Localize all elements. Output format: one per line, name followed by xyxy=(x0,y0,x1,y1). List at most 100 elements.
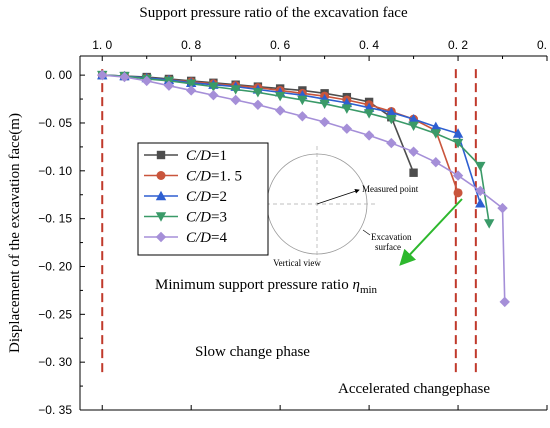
minimum-ratio-subscript: min xyxy=(360,284,378,296)
x-tick-label: 0. 4 xyxy=(359,38,379,52)
series-lines xyxy=(97,69,510,308)
legend-label: C/D=2 xyxy=(186,189,227,205)
data-point xyxy=(475,198,486,208)
excavation-label-2: surface xyxy=(375,242,401,252)
data-point xyxy=(408,121,419,132)
annotations: Minimum support pressure ratio ηmin Slow … xyxy=(155,198,490,397)
legend-label: C/D=1. 5 xyxy=(186,169,242,185)
legend-marker xyxy=(155,231,167,243)
legend-label: C/D=1 xyxy=(186,148,227,164)
minimum-ratio-label: Minimum support pressure ratio ηmin xyxy=(155,277,378,296)
accelerated-phase-label: Accelerated changephase xyxy=(338,381,490,397)
data-point xyxy=(408,113,419,124)
data-point xyxy=(408,146,419,157)
x-axis-title: Support pressure ratio of the excavation… xyxy=(139,5,408,21)
slow-phase-label: Slow change phase xyxy=(195,344,310,360)
data-point xyxy=(430,129,442,139)
series-line xyxy=(102,74,482,204)
data-point xyxy=(119,71,130,83)
data-point xyxy=(386,114,397,125)
measured-point-label: Measured point xyxy=(362,184,419,194)
data-point xyxy=(141,75,152,87)
data-point xyxy=(208,90,219,101)
legend-label-suffix: =4 xyxy=(211,230,227,246)
legend-label-prefix: C/D xyxy=(186,169,211,185)
axes: 1. 0 0. 8 0. 6 0. 4 0. 2 0. 0 0. 00 −0. 05 −0. 1… xyxy=(7,5,550,417)
legend-label-prefix: C/D xyxy=(186,189,211,205)
data-point xyxy=(363,130,375,141)
data-point xyxy=(319,99,330,110)
x-tick-label: 0. 6 xyxy=(270,38,290,52)
data-point xyxy=(363,109,375,119)
y-tick-label: −0. 20 xyxy=(38,259,72,273)
data-point xyxy=(319,116,330,128)
surface-leader xyxy=(362,229,371,236)
data-point xyxy=(252,99,264,110)
minimum-ratio-symbol: η xyxy=(352,277,359,293)
legend-marker xyxy=(156,171,166,180)
data-point xyxy=(341,123,353,134)
y-tick-label: −0. 25 xyxy=(38,307,72,321)
legend-marker xyxy=(155,212,167,222)
data-point xyxy=(430,121,442,131)
legend-label-prefix: C/D xyxy=(186,210,211,226)
data-point xyxy=(453,188,463,198)
x-tick-label: 0. 0 xyxy=(537,38,550,52)
legend-label: C/D=3 xyxy=(186,210,227,226)
legend-marker xyxy=(156,150,166,160)
data-point xyxy=(163,80,175,91)
data-point xyxy=(230,85,241,95)
y-tick-label: −0. 10 xyxy=(38,164,72,178)
measured-point-arrow xyxy=(316,188,360,205)
y-tick-label: 0. 00 xyxy=(45,68,72,82)
data-point xyxy=(409,168,418,177)
y-axis-title: Displacement of the excavation face(m) xyxy=(7,113,23,353)
vertical-view-label: Vertical view xyxy=(273,258,321,268)
data-point xyxy=(185,79,197,89)
data-point xyxy=(297,111,308,122)
data-point xyxy=(230,94,241,106)
data-point xyxy=(386,107,397,117)
data-point xyxy=(341,104,353,114)
minimum-ratio-prefix: Minimum support pressure ratio xyxy=(155,277,352,293)
data-point xyxy=(499,296,510,308)
legend-label-suffix: =1. 5 xyxy=(211,169,242,185)
data-point xyxy=(274,105,286,116)
legend-label-prefix: C/D xyxy=(186,230,211,246)
legend-marker xyxy=(155,190,167,201)
x-tick-label: 1. 0 xyxy=(92,38,112,52)
x-tick-label: 0. 8 xyxy=(181,38,201,52)
data-point xyxy=(386,137,397,149)
y-tick-label: −0. 30 xyxy=(38,355,72,369)
data-point xyxy=(452,138,464,149)
data-point xyxy=(497,202,508,214)
data-point xyxy=(97,69,108,81)
data-point xyxy=(475,185,486,197)
minimum-ratio-arrow xyxy=(399,198,463,266)
data-point xyxy=(452,128,464,138)
data-point xyxy=(274,91,286,102)
data-point xyxy=(185,85,197,96)
reference-lines xyxy=(101,69,477,374)
excavation-label-1: Excavation xyxy=(371,232,412,242)
legend-label-prefix: C/D xyxy=(186,148,211,164)
data-point xyxy=(430,157,442,168)
series-5 xyxy=(97,69,510,308)
y-tick-label: −0. 05 xyxy=(38,116,72,130)
x-tick-label: 0. 2 xyxy=(448,38,468,52)
legend-label-suffix: =2 xyxy=(211,189,227,205)
data-point xyxy=(208,82,219,92)
data-point xyxy=(297,95,308,106)
data-point xyxy=(475,161,486,172)
legend-label-suffix: =1 xyxy=(211,148,227,164)
data-point xyxy=(452,170,464,181)
y-tick-label: −0. 35 xyxy=(38,403,72,417)
data-point xyxy=(483,219,495,229)
legend: C/D=1C/D=1. 5C/D=2C/D=3C/D=4 xyxy=(137,142,269,256)
legend-label: C/D=4 xyxy=(186,230,227,246)
y-tick-label: −0. 15 xyxy=(38,212,72,226)
data-point xyxy=(252,88,264,98)
legend-label-suffix: =3 xyxy=(211,210,227,226)
